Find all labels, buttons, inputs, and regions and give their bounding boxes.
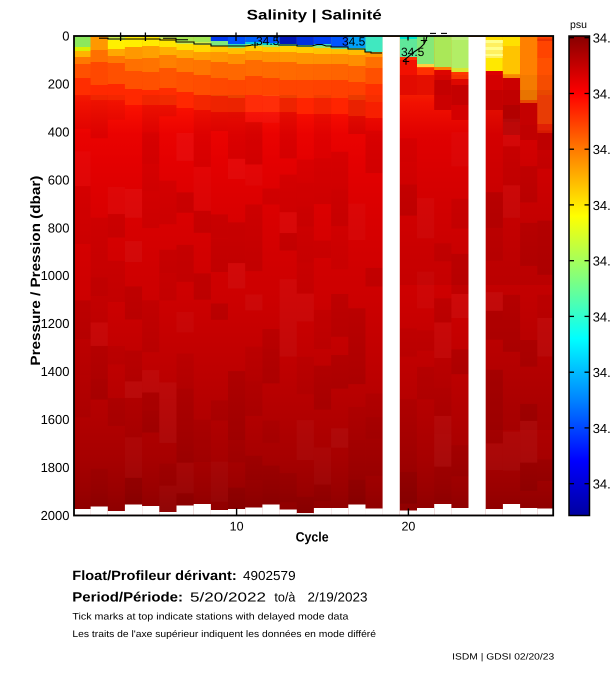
svg-text:34.9: 34.9 [593,31,611,46]
svg-text:1400: 1400 [41,364,70,379]
svg-text:34.5: 34.5 [342,35,366,49]
svg-text:Les traits de l'axe supérieur: Les traits de l'axe supérieur indiquent … [72,629,376,640]
svg-text:5/20/2022: 5/20/2022 [190,589,266,604]
svg-text:Cycle: Cycle [296,530,329,545]
svg-text:20: 20 [401,520,415,534]
svg-text:34.5: 34.5 [256,34,280,48]
svg-text:34.1: 34.1 [593,477,611,492]
svg-text:34.2: 34.2 [593,421,611,436]
svg-text:1800: 1800 [41,460,70,475]
svg-text:34.6: 34.6 [593,198,611,213]
svg-text:Float/Profileur dérivant:: Float/Profileur dérivant: [72,568,236,583]
svg-text:1000: 1000 [41,268,70,283]
svg-text:1600: 1600 [41,412,70,427]
svg-text:to/à: to/à [274,589,296,604]
svg-text:1200: 1200 [41,316,70,331]
svg-text:Period/Période:: Period/Période: [72,589,183,604]
svg-text:600: 600 [48,172,70,187]
svg-text:34.7: 34.7 [593,142,611,157]
svg-text:Pressure / Pression (dbar): Pressure / Pression (dbar) [28,176,43,366]
svg-text:400: 400 [48,124,70,139]
svg-text:800: 800 [48,220,70,235]
svg-text:34.4: 34.4 [593,309,611,324]
svg-text:34.8: 34.8 [593,87,611,102]
svg-text:10: 10 [230,520,244,534]
svg-text:2/19/2023: 2/19/2023 [308,589,368,604]
svg-text:2000: 2000 [41,508,70,523]
svg-text:34.5: 34.5 [401,45,425,59]
svg-text:0: 0 [62,29,69,44]
svg-text:34.5: 34.5 [593,254,611,269]
svg-text:4902579: 4902579 [243,568,296,583]
svg-text:34.3: 34.3 [593,365,611,380]
svg-text:psu: psu [570,19,587,31]
svg-text:ISDM | GDSI 02/20/23: ISDM | GDSI 02/20/23 [452,651,554,661]
svg-text:Salinity | Salinité: Salinity | Salinité [247,6,382,23]
svg-text:Tick marks at top indicate sta: Tick marks at top indicate stations with… [72,612,349,623]
svg-text:200: 200 [48,77,70,92]
